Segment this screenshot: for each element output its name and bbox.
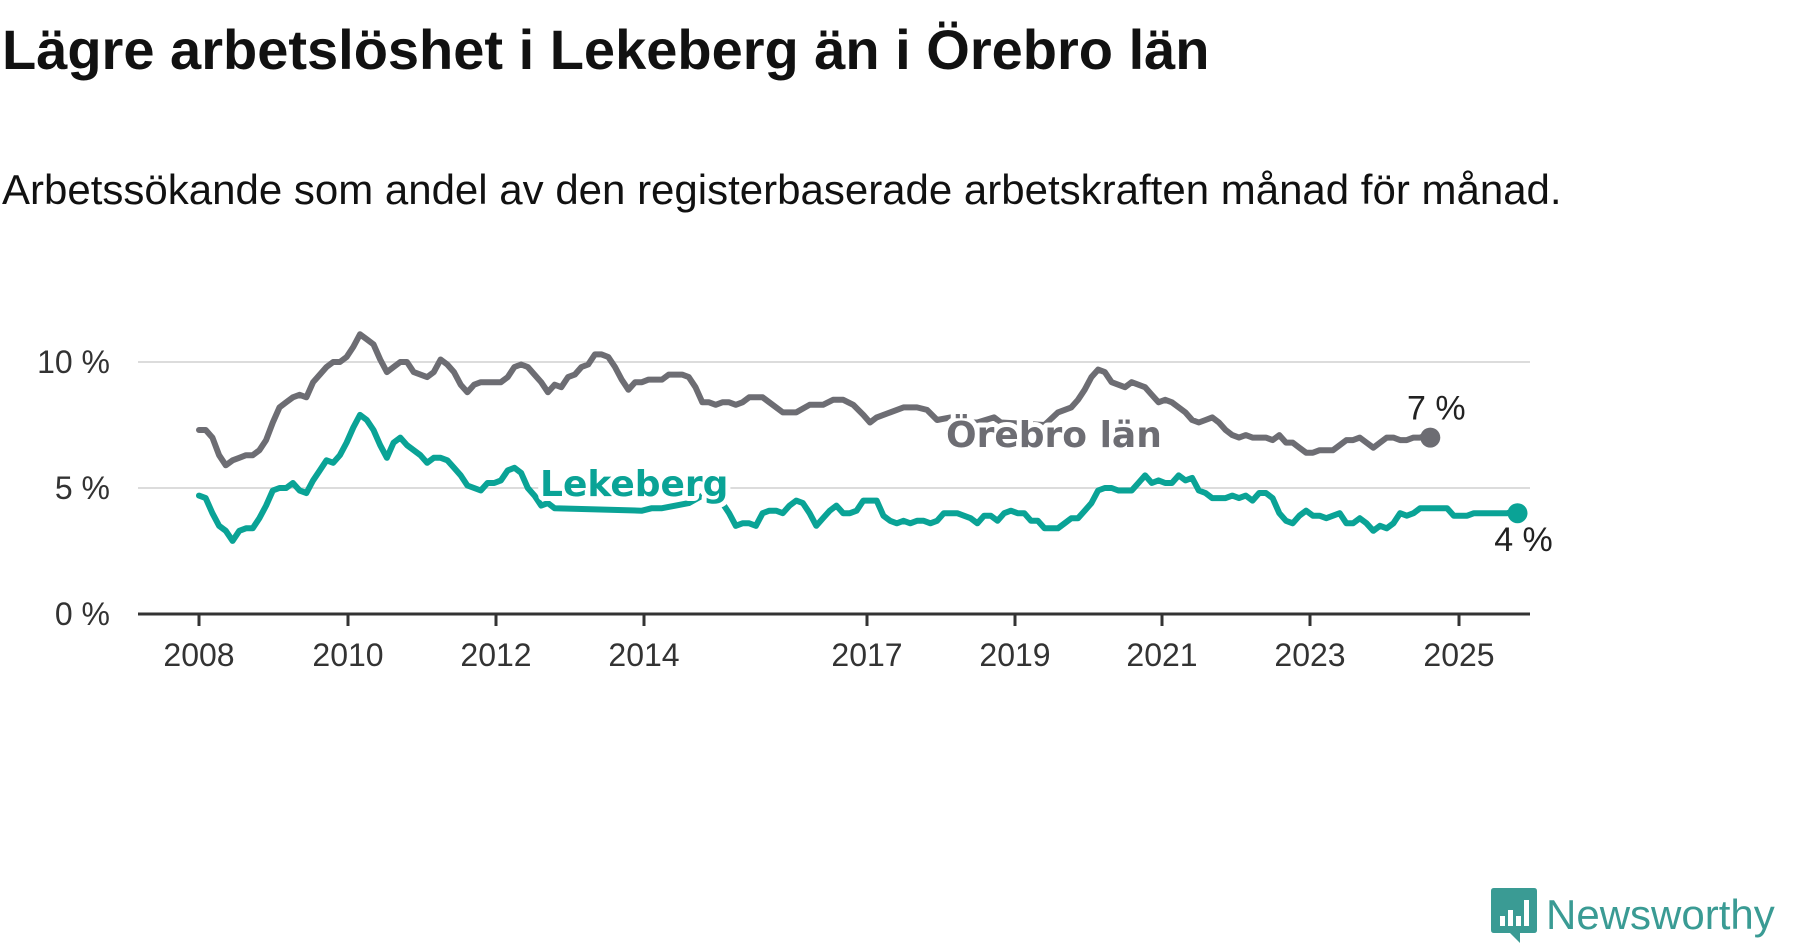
y-tick-label: 10 % xyxy=(37,344,110,380)
newsworthy-logo-text: Newsworthy xyxy=(1546,891,1775,938)
end-value-label-lekeberg: 4 % xyxy=(1494,521,1553,559)
y-axis-ticks: 0 % 5 % 10 % xyxy=(37,344,110,632)
x-axis-ticks: 2008 2010 2012 2014 2017 2019 2021 2023 2025 xyxy=(163,614,1495,673)
x-tick-label: 2008 xyxy=(163,637,234,673)
x-tick-label: 2023 xyxy=(1274,637,1345,673)
series-labels: 7 % Örebro län 4 % Lekeberg xyxy=(535,390,1553,560)
newsworthy-logo: Newsworthy xyxy=(1490,885,1775,945)
x-tick-label: 2019 xyxy=(979,637,1050,673)
series-label-lekeberg: Lekeberg xyxy=(540,464,728,505)
end-value-label-orebro: 7 % xyxy=(1407,390,1466,428)
end-point-lekeberg xyxy=(1507,503,1528,524)
y-tick-label: 5 % xyxy=(55,470,110,506)
x-tick-label: 2014 xyxy=(608,637,679,673)
x-tick-label: 2021 xyxy=(1126,637,1197,673)
x-tick-label: 2012 xyxy=(460,637,531,673)
chart-subtitle: Arbetssökande som andel av den registerb… xyxy=(2,166,1562,213)
series-line-orebro xyxy=(196,331,1434,469)
y-tick-label: 0 % xyxy=(55,596,110,632)
series-line-lekeberg xyxy=(196,411,1521,544)
series-label-orebro: Örebro län xyxy=(946,414,1162,456)
grid-lines xyxy=(138,361,1530,489)
chart-title: Lägre arbetslöshet i Lekeberg än i Örebr… xyxy=(2,18,1210,81)
x-tick-label: 2010 xyxy=(312,637,383,673)
newsworthy-logo-icon xyxy=(1491,888,1537,943)
end-point-orebro xyxy=(1420,427,1441,448)
series xyxy=(196,331,1528,544)
x-tick-label: 2017 xyxy=(831,637,902,673)
x-tick-label: 2025 xyxy=(1423,637,1494,673)
